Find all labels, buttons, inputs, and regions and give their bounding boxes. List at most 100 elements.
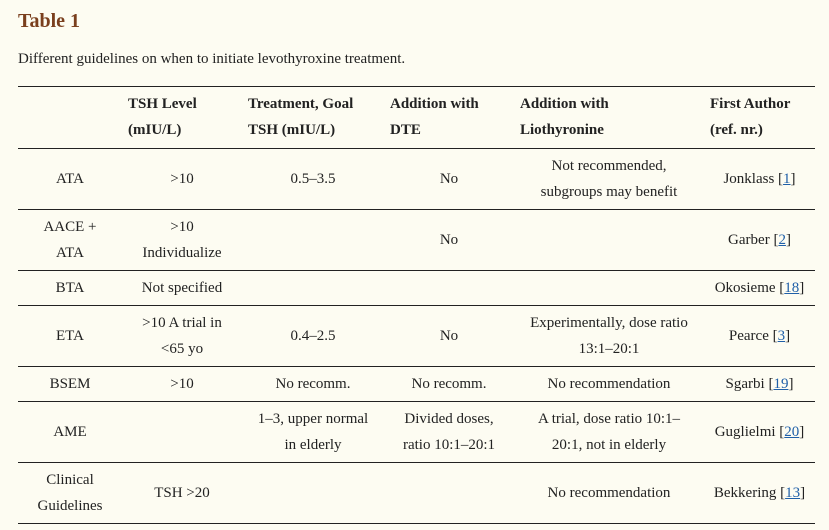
header-line: Liothyronine bbox=[520, 122, 604, 138]
liothyronine-cell: Experimentally, dose ratio 13:1–20:1 bbox=[514, 306, 704, 367]
cell-line: 1–3, upper normal bbox=[257, 411, 369, 427]
org-cell: AACE + ATA bbox=[18, 210, 122, 271]
cell-line: A trial, dose ratio 10:1– bbox=[537, 411, 681, 427]
header-first-author: First Author (ref. nr.) bbox=[704, 87, 815, 149]
tsh-level-cell bbox=[122, 402, 242, 463]
dte-cell: No bbox=[384, 210, 514, 271]
dte-cell bbox=[384, 271, 514, 306]
table-row: AACE + ATA >10 Individualize No Garber [2] bbox=[18, 210, 815, 271]
first-author-cell: Sgarbi [19] bbox=[725, 376, 794, 392]
org-cell: AME bbox=[18, 402, 122, 463]
header-line: (ref. nr.) bbox=[710, 122, 763, 138]
liothyronine-cell: No recommendation bbox=[514, 367, 704, 402]
author-name: Pearce bbox=[728, 328, 769, 344]
cell-line: No recommendation bbox=[547, 376, 671, 392]
cell-line: TSH >20 bbox=[154, 485, 210, 501]
cell-line: >10 bbox=[170, 376, 194, 392]
treatment-goal-cell: 1–3, upper normal in elderly bbox=[242, 402, 384, 463]
table-row: ATA >10 0.5–3.5 No Not recommended, subgroups… bbox=[18, 149, 815, 210]
first-author-cell: Garber [2] bbox=[728, 232, 791, 248]
liothyronine-cell bbox=[514, 271, 704, 306]
cell-line: Guidelines bbox=[37, 498, 103, 514]
cell-line: Clinical bbox=[46, 472, 94, 488]
header-line: Treatment, Goal bbox=[248, 96, 354, 112]
reference-link[interactable]: 19 bbox=[773, 376, 789, 392]
tsh-level-cell: >10 bbox=[122, 149, 242, 210]
cell-line: BTA bbox=[55, 280, 85, 296]
table-title: Table 1 bbox=[18, 10, 81, 32]
header-line: (mIU/L) bbox=[128, 122, 182, 138]
liothyronine-cell: Not recommended, subgroups may benefit bbox=[514, 149, 704, 210]
cell-line: >10 A trial in bbox=[142, 315, 222, 331]
cell-line: No recomm. bbox=[275, 376, 351, 392]
org-cell: ETA bbox=[18, 306, 122, 367]
table-row: ETA >10 A trial in <65 yo 0.4–2.5 No Experime… bbox=[18, 306, 815, 367]
cell-line: Not recommended, bbox=[551, 158, 667, 174]
reference-link[interactable]: 13 bbox=[785, 485, 801, 501]
author-name: Bekkering bbox=[713, 485, 777, 501]
cell-line: ratio 10:1–20:1 bbox=[402, 437, 496, 453]
cell-line: Divided doses, bbox=[404, 411, 494, 427]
dte-cell: No recomm. bbox=[384, 367, 514, 402]
cell-line: No bbox=[439, 171, 459, 187]
treatment-goal-cell bbox=[242, 271, 384, 306]
dte-cell: Divided doses, ratio 10:1–20:1 bbox=[384, 402, 514, 463]
cell-line: Experimentally, dose ratio bbox=[530, 315, 688, 331]
header-line: DTE bbox=[390, 122, 421, 138]
header-treatment-goal: Treatment, Goal TSH (mIU/L) bbox=[242, 87, 384, 149]
tsh-level-cell: TSH >20 bbox=[122, 463, 242, 524]
reference-link[interactable]: 20 bbox=[784, 424, 800, 440]
tsh-level-cell: >10 A trial in <65 yo bbox=[122, 306, 242, 367]
org-cell: BTA bbox=[18, 271, 122, 306]
header-tsh-level: TSH Level (mIU/L) bbox=[122, 87, 242, 149]
guidelines-table: TSH Level (mIU/L) Treatment, Goal TSH (m… bbox=[18, 86, 815, 524]
cell-line: No bbox=[439, 328, 459, 344]
cell-line: ATA bbox=[56, 171, 84, 187]
cell-line: subgroups may benefit bbox=[540, 184, 678, 200]
table-caption: Different guidelines on when to initiate… bbox=[18, 51, 406, 67]
header-org bbox=[18, 87, 122, 149]
header-line: TSH Level bbox=[128, 96, 197, 112]
cell-line: >10 bbox=[170, 219, 194, 235]
reference-link[interactable]: 1 bbox=[783, 171, 791, 187]
liothyronine-cell: No recommendation bbox=[514, 463, 704, 524]
reference-link[interactable]: 18 bbox=[784, 280, 800, 296]
author-name: Guglielmi bbox=[714, 424, 776, 440]
cell-line: ATA bbox=[56, 245, 84, 261]
cell-line: AME bbox=[53, 424, 87, 440]
first-author-cell: Okosieme [18] bbox=[714, 280, 805, 296]
table-row: BSEM >10 No recomm. No recomm. No recommenda… bbox=[18, 367, 815, 402]
dte-cell: No bbox=[384, 149, 514, 210]
first-author-cell: Pearce [3] bbox=[728, 328, 791, 344]
treatment-goal-cell: No recomm. bbox=[242, 367, 384, 402]
header-line: First Author bbox=[710, 96, 791, 112]
cell-line: <65 yo bbox=[160, 341, 204, 357]
cell-line: ETA bbox=[56, 328, 84, 344]
treatment-goal-cell bbox=[242, 210, 384, 271]
author-name: Garber bbox=[728, 232, 770, 248]
table-row: BTA Not specified Okosieme [18] bbox=[18, 271, 815, 306]
table-body: ATA >10 0.5–3.5 No Not recommended, subgroups… bbox=[18, 149, 815, 524]
treatment-goal-cell: 0.5–3.5 bbox=[242, 149, 384, 210]
org-cell: ATA bbox=[18, 149, 122, 210]
treatment-goal-cell: 0.4–2.5 bbox=[242, 306, 384, 367]
cell-line: Not specified bbox=[141, 280, 223, 296]
cell-line: No recomm. bbox=[411, 376, 487, 392]
reference-link[interactable]: 2 bbox=[778, 232, 786, 248]
reference-link[interactable]: 3 bbox=[777, 328, 786, 344]
cell-line: BSEM bbox=[49, 376, 91, 392]
tsh-level-cell: >10 Individualize bbox=[122, 210, 242, 271]
dte-cell bbox=[384, 463, 514, 524]
cell-line: Individualize bbox=[142, 245, 222, 261]
author-name: Sgarbi bbox=[725, 376, 765, 392]
table-row: Clinical Guidelines TSH >20 No recommendati… bbox=[18, 463, 815, 524]
header-addition-liothyronine: Addition with Liothyronine bbox=[514, 87, 704, 149]
author-name: Okosieme bbox=[714, 280, 776, 296]
header-line: Addition with bbox=[390, 96, 479, 112]
header-line: TSH (mIU/L) bbox=[248, 122, 336, 138]
first-author-cell: Bekkering [13] bbox=[713, 485, 806, 501]
treatment-goal-cell bbox=[242, 463, 384, 524]
first-author-cell: Guglielmi [20] bbox=[714, 424, 805, 440]
author-name: Jonklass bbox=[723, 171, 775, 187]
tsh-level-cell: Not specified bbox=[122, 271, 242, 306]
